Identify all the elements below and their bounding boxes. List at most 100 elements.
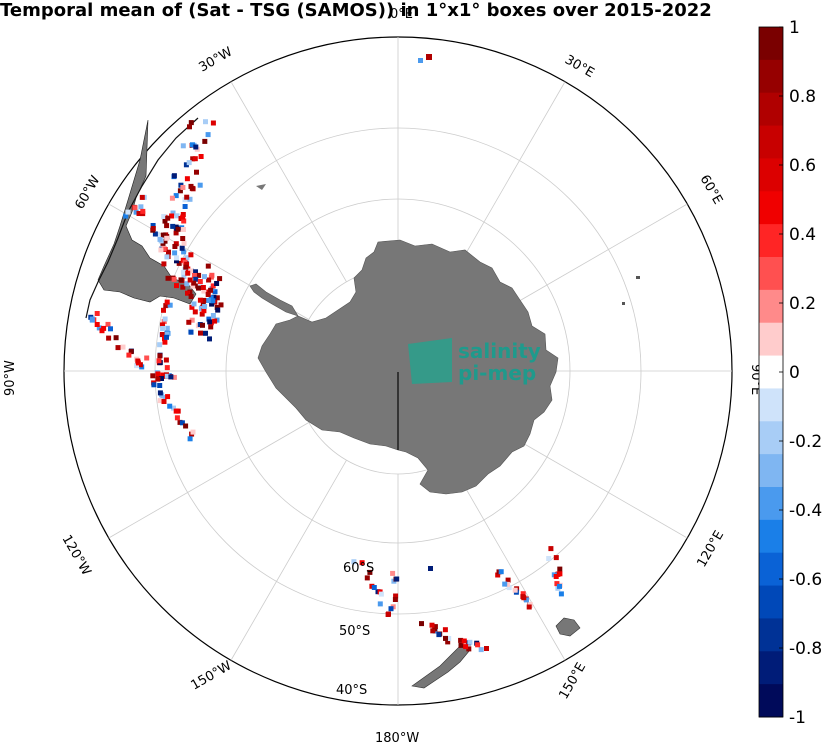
data-box [205,132,211,138]
data-box [174,415,180,421]
lon-label-60e: 60°E [697,173,726,208]
colorbar-swatch [759,487,783,521]
data-box [115,345,121,351]
data-box [161,246,167,252]
data-box [201,308,207,314]
lon-label-150e: 150°E [556,660,589,702]
data-box [157,383,163,388]
data-box [203,119,208,125]
lon-label-90w: 90°W [3,360,18,396]
colorbar-swatch [759,191,783,225]
data-box [202,138,208,144]
data-box [150,223,156,228]
data-box [133,209,139,215]
data-box [113,335,119,341]
data-box [188,183,194,189]
data-box [132,205,138,211]
data-box [203,330,208,336]
data-box [170,210,176,216]
data-box [211,294,217,300]
colorbar-tick-label: 1 [789,18,800,38]
data-box [523,597,529,603]
data-box [378,591,384,597]
data-box [161,307,166,313]
meridian-line [108,422,309,539]
data-box [212,289,218,295]
data-box [181,274,187,279]
data-box [458,642,464,648]
data-box [181,249,187,255]
data-box [553,555,559,561]
data-box [150,373,156,379]
data-box [165,275,171,281]
data-box [181,227,186,232]
data-box [214,295,220,301]
data-box [128,349,134,355]
colorbar: 1 0.8 0.6 0.4 0.2 0 -0.2 -0.4 -0.6 -0.8 -1 [758,18,822,728]
data-box [166,249,171,255]
colorbar-swatch [759,92,783,127]
data-box [202,304,208,309]
data-box [164,254,170,260]
data-box [521,595,527,601]
data-box [171,173,177,179]
data-box [164,223,170,229]
colorbar-tick-label: -0.2 [789,432,822,452]
lat-label-60s: 60°S [343,561,374,576]
data-box [554,581,560,587]
data-box [367,569,373,575]
data-box [165,215,171,221]
data-box [426,54,432,60]
colorbar-swatch [759,651,783,685]
colorbar-tick-label: -0.4 [789,501,822,521]
data-box [170,223,176,229]
data-box [182,204,188,209]
data-box [94,322,100,327]
data-box [174,255,179,261]
data-box [152,231,158,237]
data-box [189,317,195,323]
colorbar-tick-label: 0.8 [789,87,816,107]
data-box [192,309,198,315]
data-box [201,297,207,303]
data-box [161,399,167,404]
data-box [150,226,156,231]
data-box [192,156,198,162]
data-box [164,373,170,379]
data-box [520,591,526,597]
data-box [161,214,167,219]
data-box [159,376,164,381]
data-box [197,182,203,188]
colorbar-tick-label: -1 [789,708,806,728]
data-box [165,394,171,400]
data-box [526,604,532,610]
data-box [158,247,164,253]
data-box [136,211,142,216]
data-box [160,395,166,401]
meridian-line [230,81,347,282]
data-box [191,301,197,307]
data-box [478,647,484,653]
data-box [180,214,186,220]
data-box [557,566,563,572]
data-boxes [88,54,564,653]
data-box [394,576,400,582]
data-box [180,143,186,149]
data-box [199,311,205,317]
data-box [169,213,175,219]
data-box [193,276,199,282]
chart-title: Temporal mean of (Sat - TSG (SAMOS)) in … [0,0,712,21]
data-box [178,277,184,283]
data-box [445,639,451,645]
data-box [198,154,204,159]
data-box [144,355,150,361]
data-box [188,329,194,335]
data-box [196,272,202,278]
data-box [208,287,214,293]
data-box [206,277,212,283]
data-box [96,325,102,331]
data-box [171,374,177,380]
data-box [484,646,489,651]
data-box [174,213,180,219]
